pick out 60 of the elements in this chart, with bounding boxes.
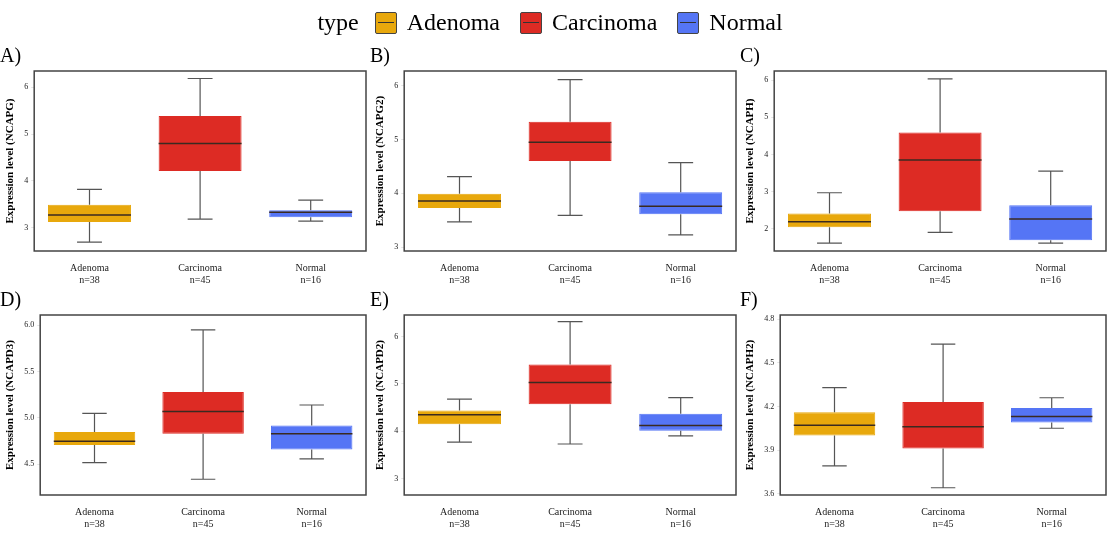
y-tick-label: 3.9 [764,445,775,455]
y-tick-label: 4 [764,149,769,159]
y-axis-title: Expression level (NCAPG2) [373,95,387,227]
x-tick-label: Normal n=16 [296,505,328,529]
y-tick-label: 4.5 [24,459,35,469]
x-tick-label: Normal n=16 [1036,505,1068,529]
x-tick-label: Adenoma n=38 [440,505,480,529]
x-tick-label: Carcinoma n=45 [548,505,593,529]
y-tick-label: 4 [394,426,399,436]
chart-title: D) [0,288,22,312]
y-tick-label: 5 [394,379,399,389]
y-tick-label: 4.2 [764,401,775,411]
y-tick-label: 4.5 [764,358,775,367]
y-tick-label: 2 [764,223,769,233]
x-tick-label: Adenoma n=38 [810,261,850,285]
chart-title: C) [740,44,760,68]
x-tick-label: Adenoma n=38 [70,261,110,285]
x-tick-label: Normal n=16 [665,261,697,285]
x-tick-label: Normal n=16 [665,505,697,529]
y-axis-title: Expression level (NCAPH2) [743,339,757,471]
y-axis-title: Expression level (NCAPD3) [3,339,17,470]
y-tick-label: 5 [764,112,769,122]
x-tick-label: Carcinoma n=45 [178,261,223,285]
y-tick-label: 5.0 [24,413,35,423]
y-tick-label: 3 [24,222,29,232]
x-tick-label: Normal n=16 [295,261,327,285]
chart-title: B) [370,44,390,68]
chart-title: E) [370,288,389,312]
y-tick-label: 6 [394,80,399,90]
y-tick-label: 4.8 [764,314,775,324]
y-axis-title: Expression level (NCAPD2) [373,339,387,470]
x-tick-label: Carcinoma n=45 [548,261,593,285]
y-tick-label: 6 [24,82,29,92]
y-tick-label: 4 [394,188,399,198]
legend-label: Carcinoma [552,9,658,36]
y-tick-label: 3 [764,186,769,196]
legend-title: type [317,9,359,36]
x-tick-label: Carcinoma n=45 [921,505,966,529]
y-tick-label: 5.5 [24,366,35,376]
x-tick-label: Adenoma n=38 [440,261,480,285]
y-axis-title: Expression level (NCAPH) [743,98,757,224]
x-tick-label: Normal n=16 [1035,261,1067,285]
chart-title: F) [740,288,758,312]
x-tick-label: Carcinoma n=45 [181,505,226,529]
x-tick-label: Adenoma n=38 [815,505,855,529]
x-tick-label: Adenoma n=38 [75,505,115,529]
y-tick-label: 5 [394,134,399,144]
y-tick-label: 6 [394,331,399,341]
y-tick-label: 6.0 [24,320,35,330]
y-tick-label: 3.6 [764,488,775,498]
y-tick-label: 5 [24,129,29,139]
legend-label: Normal [709,9,783,36]
y-tick-label: 3 [394,242,399,252]
x-tick-label: Carcinoma n=45 [918,261,963,285]
chart-title: A) [0,44,22,68]
y-tick-label: 6 [764,75,769,85]
y-axis-title: Expression level (NCAPG) [3,98,17,224]
y-tick-label: 4 [24,175,29,185]
y-tick-label: 3 [394,473,399,483]
legend-label: Adenoma [406,9,501,36]
